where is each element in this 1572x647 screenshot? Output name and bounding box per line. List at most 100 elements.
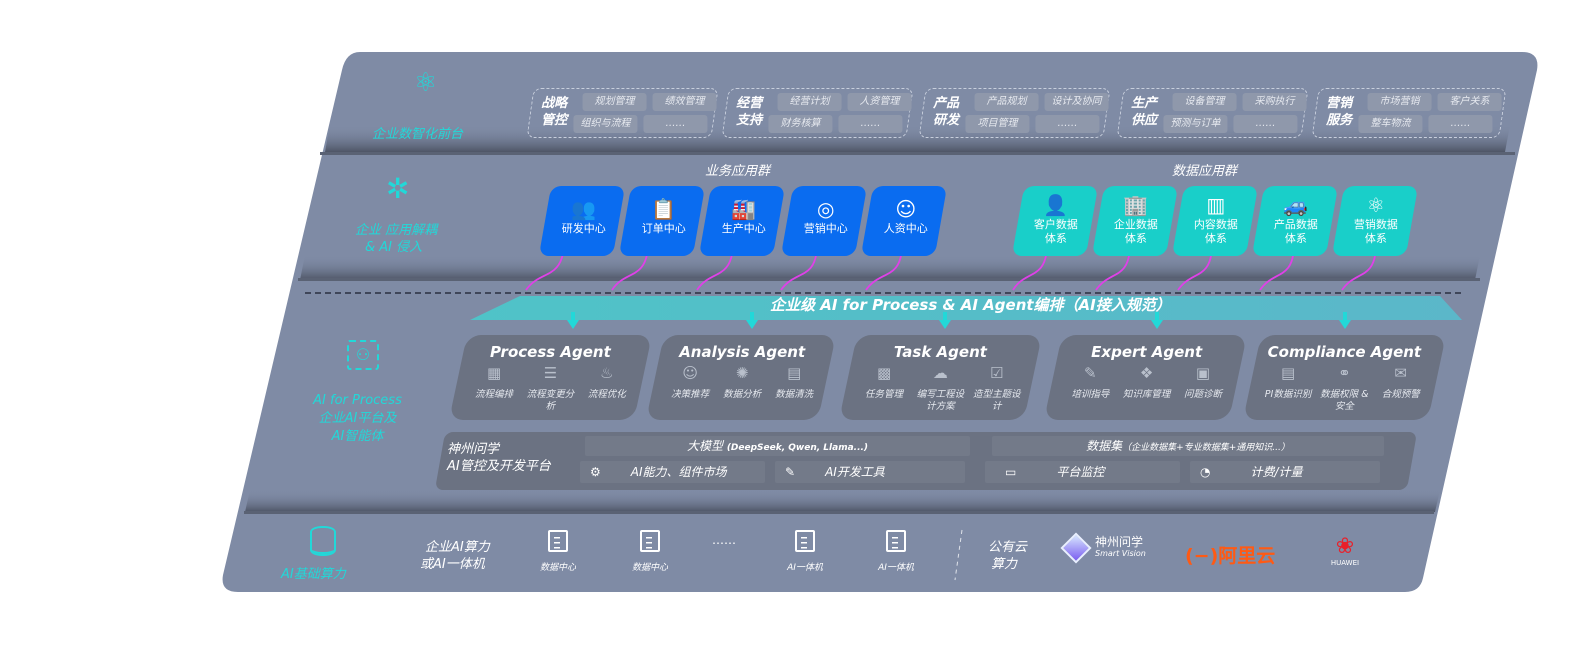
feature-icon: ▣ <box>1195 364 1211 382</box>
front-group: 生产 供应 设备管理 采购执行 预测与订单 …… <box>1116 88 1309 138</box>
capability-chip[interactable]: …… <box>1233 115 1298 133</box>
tool-billing[interactable]: ◔ 计费/计量 <box>1190 461 1380 483</box>
capability-chip[interactable]: 设备管理 <box>1172 93 1237 111</box>
data-app-tile[interactable]: 🏢 企业数据 体系 <box>1091 186 1179 256</box>
smart-vision-cn: 神州问学 <box>1095 535 1144 549</box>
server-data-center-2: 数据中心 <box>620 530 680 573</box>
data-app-tile[interactable]: 👤 客户数据 体系 <box>1011 186 1099 256</box>
feature-label: PI数据识别 <box>1264 389 1312 400</box>
business-app-tile[interactable]: ◎ 营销中心 <box>780 186 868 256</box>
agent-card[interactable]: Analysis Agent ☺ 决策推荐 ✺ 数据分析 ▤ 数据清洗 <box>645 335 837 420</box>
feature-label: 数据分析 <box>723 389 762 400</box>
feature-icon: ☰ <box>543 364 558 382</box>
group-title-line2: 管控 <box>541 113 568 128</box>
capability-chip[interactable]: …… <box>1428 115 1493 133</box>
capability-chip[interactable]: 人资管理 <box>847 93 912 111</box>
feature-icon: ⚭ <box>1338 364 1351 382</box>
feature-icon: ☺ <box>682 364 698 382</box>
agent-feature: ▤ PI数据识别 <box>1260 364 1316 413</box>
database-icon <box>310 526 336 556</box>
tile-label-line2: 体系 <box>1284 232 1307 245</box>
tile-label: 营销中心 <box>803 222 848 235</box>
llm-row: 大模型 (DeepSeek, Qwen, Llama...) <box>585 436 970 456</box>
business-app-tile[interactable]: 🏭 生产中心 <box>698 186 786 256</box>
group-title: 生产 供应 <box>1131 95 1157 129</box>
dataset-note: （企业数据集+专业数据集+通用知识...） <box>1122 443 1290 453</box>
server-ai-appliance-1: AI一体机 <box>775 530 835 573</box>
data-app-tile[interactable]: 🚙 产品数据 体系 <box>1251 186 1339 256</box>
group-title-line1: 战略 <box>541 96 568 111</box>
capability-chip[interactable]: 预测与订单 <box>1163 115 1228 133</box>
feature-label: 培训指导 <box>1071 389 1110 400</box>
server-ellipsis: …… <box>712 533 736 547</box>
data-app-tile[interactable]: ▥ 内容数据 体系 <box>1171 186 1259 256</box>
group-title: 战略 管控 <box>541 95 567 129</box>
capability-chip[interactable]: 财务核算 <box>768 115 833 133</box>
orchestration-banner: 企业级 AI for Process & AI Agent编排（AI接入规范） <box>770 296 1171 314</box>
platform-title: 神州问学 AI管控及开发平台 <box>447 441 551 475</box>
capability-chip[interactable]: …… <box>643 115 708 133</box>
capability-chip[interactable]: 经营计划 <box>777 93 842 111</box>
capability-chip[interactable]: 设计及协同 <box>1044 93 1109 111</box>
feature-label: 知识库管理 <box>1122 389 1171 400</box>
tile-label-line2: 体系 <box>1364 232 1387 245</box>
feature-label: 流程变更分析 <box>526 389 575 412</box>
business-app-tile[interactable]: 📋 订单中心 <box>618 186 706 256</box>
agent-feature: ❖ 知识库管理 <box>1119 364 1175 401</box>
capability-chip[interactable]: …… <box>1035 115 1100 133</box>
feature-icon: ✎ <box>1084 364 1097 382</box>
agent-title: Expert Agent <box>1091 343 1203 361</box>
agent-title: Compliance Agent <box>1267 343 1422 361</box>
team-icon: 👥 <box>571 197 597 221</box>
infra-label: AI基础算力 <box>281 567 346 582</box>
feature-label: 造型主题设计 <box>972 389 1021 412</box>
capability-chip[interactable]: 采购执行 <box>1242 93 1307 111</box>
group-title-line1: 营销 <box>1326 96 1353 111</box>
tile-label: 人资中心 <box>883 222 928 235</box>
public-cloud-label: 公有云 算力 <box>988 539 1027 573</box>
capability-chip[interactable]: 整车物流 <box>1358 115 1423 133</box>
clipboard-icon: 📋 <box>651 197 677 221</box>
server-label: 数据中心 <box>539 563 576 573</box>
tool-component-market[interactable]: ⚙ AI能力、组件市场 <box>580 461 765 483</box>
data-app-tile[interactable]: ⚛ 营销数据 体系 <box>1331 186 1419 256</box>
tool-platform-monitor[interactable]: ▭ 平台监控 <box>985 461 1180 483</box>
capability-chip[interactable]: 绩效管理 <box>652 93 717 111</box>
business-app-tile[interactable]: 👥 研发中心 <box>538 186 626 256</box>
agent-card[interactable]: Process Agent ▦ 流程编排 ☰ 流程变更分析 ♨ 流程优化 <box>448 335 653 420</box>
feature-label: 合规预警 <box>1381 389 1420 400</box>
capability-chip[interactable]: 组织与流程 <box>573 115 638 133</box>
tool-label: AI能力、组件市场 <box>630 465 727 479</box>
group-title-line2: 服务 <box>1326 113 1353 128</box>
agent-title: Analysis Agent <box>679 343 806 361</box>
agent-card[interactable]: Expert Agent ✎ 培训指导 ❖ 知识库管理 ▣ 问题诊断 <box>1043 335 1248 420</box>
agent-feature: ✺ 数据分析 <box>716 364 767 401</box>
connector-arrow <box>1339 312 1351 329</box>
group-title-line1: 生产 <box>1131 96 1158 111</box>
server-icon <box>640 530 660 552</box>
group-title: 营销 服务 <box>1326 95 1352 129</box>
aliyun-bracket-icon: (−) <box>1185 545 1219 567</box>
feature-label: 决策推荐 <box>671 389 710 400</box>
capability-chip[interactable]: 规划管理 <box>582 93 647 111</box>
capability-chip[interactable]: 项目管理 <box>965 115 1030 133</box>
feature-icon: ♨ <box>599 364 614 382</box>
agent-feature: ☰ 流程变更分析 <box>523 364 579 413</box>
feature-icon: ▦ <box>486 364 502 382</box>
feature-label: 问题诊断 <box>1183 389 1222 400</box>
capability-chip[interactable]: 市场营销 <box>1367 93 1432 111</box>
molecule-icon: ✲ <box>386 172 410 205</box>
business-app-tile[interactable]: ☺ 人资中心 <box>860 186 948 256</box>
agent-card[interactable]: Task Agent ▩ 任务管理 ☁ 编写工程设计方案 ☑ 造型主题设计 <box>838 335 1043 420</box>
agent-card[interactable]: Compliance Agent ▤ PI数据识别 ⚭ 数据权限 & 安全 ✉ 合规预警 <box>1242 335 1447 420</box>
business-group-title: 业务应用群 <box>705 164 771 179</box>
feature-icon: ☁ <box>932 364 948 382</box>
tile-label-line1: 企业数据 <box>1113 218 1158 231</box>
data-group-title: 数据应用群 <box>1172 164 1238 179</box>
tool-dev-tools[interactable]: ✎ AI开发工具 <box>775 461 965 483</box>
capability-chip[interactable]: 产品规划 <box>974 93 1039 111</box>
capability-chip[interactable]: 客户关系 <box>1437 93 1502 111</box>
books-icon: ▥ <box>1206 193 1226 217</box>
capability-chip[interactable]: …… <box>838 115 903 133</box>
server-icon <box>886 530 906 552</box>
